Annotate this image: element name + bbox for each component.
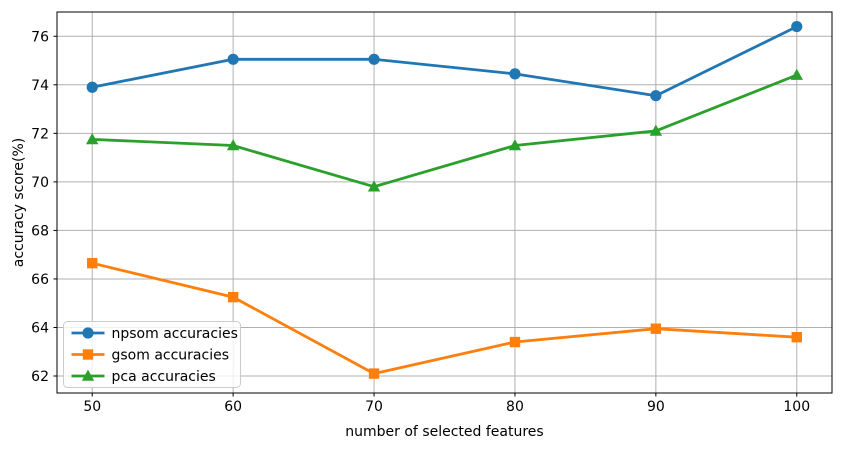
y-tick-label: 76 (31, 29, 49, 45)
x-tick-label: 90 (647, 399, 665, 415)
y-tick-label: 74 (31, 78, 49, 94)
x-tick-label: 60 (224, 399, 242, 415)
x-tick-label: 100 (783, 399, 810, 415)
legend-box (63, 321, 241, 388)
y-tick-label: 68 (31, 223, 49, 239)
y-tick-label: 66 (31, 272, 49, 288)
marker-gsom-accuracies (227, 291, 239, 303)
marker-npsom-accuracies (368, 53, 380, 65)
legend-marker-pca-accuracies (81, 369, 95, 381)
y-tick-label: 64 (31, 320, 49, 336)
line-pca-accuracies (90, 73, 799, 189)
marker-pca-accuracies (226, 139, 240, 151)
legend-label-pca-accuracies: pca accuracies (112, 369, 216, 385)
marker-gsom-accuracies (509, 336, 521, 348)
marker-pca-accuracies (367, 180, 381, 192)
line-npsom-accuracies (90, 25, 799, 98)
marker-pca-accuracies (790, 68, 803, 80)
marker-npsom-accuracies (791, 20, 803, 33)
legend-label-npsom-accuracies: npsom accuracies (112, 326, 238, 342)
marker-npsom-accuracies (227, 53, 239, 65)
y-axis-label: accuracy score(%) (11, 138, 27, 267)
axes-border (56, 11, 833, 394)
marker-npsom-accuracies (650, 90, 662, 102)
marker-gsom-accuracies (791, 331, 802, 343)
y-tick-label: 72 (31, 126, 49, 142)
legend-marker-gsom-accuracies (82, 349, 94, 360)
marker-npsom-accuracies (86, 81, 98, 93)
line-gsom-accuracies (90, 261, 799, 376)
legend-label-gsom-accuracies: gsom accuracies (112, 348, 230, 364)
marker-pca-accuracies (86, 133, 99, 145)
marker-gsom-accuracies (650, 323, 662, 334)
x-tick-label: 80 (506, 399, 524, 415)
marker-pca-accuracies (649, 124, 663, 136)
x-tick-label: 50 (83, 399, 101, 415)
x-tick-label: 70 (365, 399, 383, 415)
marker-npsom-accuracies (509, 68, 521, 80)
y-tick-label: 62 (31, 369, 49, 385)
marker-gsom-accuracies (368, 368, 380, 379)
marker-gsom-accuracies (87, 257, 98, 269)
legend-marker-npsom-accuracies (82, 327, 94, 339)
x-axis-label: number of selected features (345, 424, 543, 440)
y-tick-label: 70 (31, 175, 49, 191)
marker-pca-accuracies (508, 139, 522, 151)
